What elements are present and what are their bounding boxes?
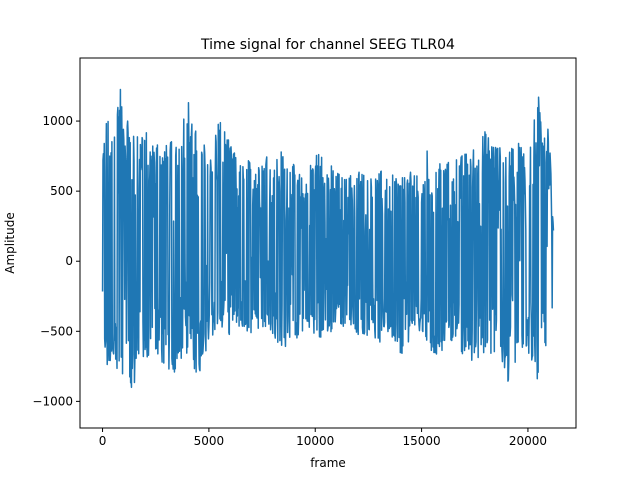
x-tick-label: 0	[99, 434, 107, 448]
x-tick-label: 5000	[194, 434, 225, 448]
x-tick-label: 15000	[402, 434, 440, 448]
y-tick-label: −500	[40, 324, 73, 338]
y-tick-label: 500	[50, 184, 73, 198]
y-tick-label: 0	[65, 254, 73, 268]
y-axis-label: Amplitude	[3, 212, 17, 274]
x-tick-label: 20000	[509, 434, 547, 448]
x-axis-label: frame	[310, 456, 346, 470]
plot-area-frame	[79, 57, 577, 429]
series-layer	[101, 88, 555, 389]
y-tick-label: −1000	[32, 394, 73, 408]
x-axis-ticks: 0 5000 10000 15000 20000	[99, 428, 547, 448]
y-axis-ticks: −1000 −500 0 500 1000	[32, 114, 80, 408]
y-tick-label: 1000	[42, 114, 73, 128]
chart-title: Time signal for channel SEEG TLR04	[200, 37, 455, 53]
x-tick-label: 10000	[296, 434, 334, 448]
signal-line	[101, 88, 555, 389]
